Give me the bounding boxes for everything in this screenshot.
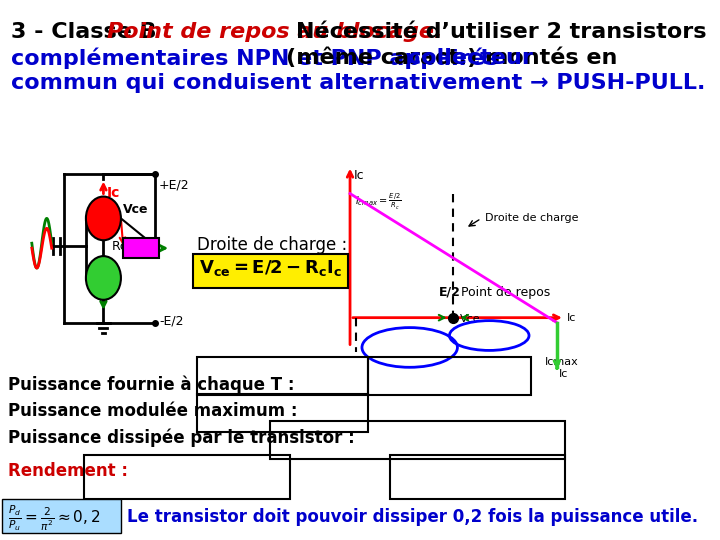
Bar <box>369 357 531 395</box>
Bar <box>197 394 369 432</box>
Text: Droite de charge :: Droite de charge : <box>197 237 348 254</box>
Text: Vce: Vce <box>122 204 148 217</box>
Text: Icmax: Icmax <box>545 357 579 367</box>
Text: Nécessité d’utiliser 2 transistors: Nécessité d’utiliser 2 transistors <box>296 22 706 42</box>
Text: Puissance fournie à chaque T :: Puissance fournie à chaque T : <box>8 375 294 394</box>
Text: Ic: Ic <box>559 369 568 379</box>
Bar <box>84 455 290 500</box>
Text: $I_{cmax}= \frac{E/2}{R_c}$: $I_{cmax}= \frac{E/2}{R_c}$ <box>355 192 401 212</box>
Text: +E/2: +E/2 <box>159 179 190 192</box>
Text: $\mathbf{V_{ce} = E/2 - R_c I_c}$: $\mathbf{V_{ce} = E/2 - R_c I_c}$ <box>199 258 342 278</box>
Text: Ic: Ic <box>567 313 576 323</box>
Bar <box>123 238 159 258</box>
FancyBboxPatch shape <box>2 500 121 533</box>
Text: (même caract.) montés en: (même caract.) montés en <box>287 48 618 68</box>
Text: Point de repos: Point de repos <box>462 286 551 299</box>
Text: Ic: Ic <box>107 186 120 200</box>
Text: Rendement :: Rendement : <box>8 462 128 480</box>
Bar <box>197 357 369 395</box>
Circle shape <box>86 256 121 300</box>
FancyBboxPatch shape <box>193 254 348 288</box>
Text: commun qui conduisent alternativement → PUSH-PULL.: commun qui conduisent alternativement → … <box>11 73 706 93</box>
Text: Le transistor doit pouvoir dissiper 0,2 fois la puissance utile.: Le transistor doit pouvoir dissiper 0,2 … <box>127 508 698 526</box>
Text: Droite de charge: Droite de charge <box>485 213 579 224</box>
Text: Ic: Ic <box>354 169 364 182</box>
Text: Point de repos au blocage.: Point de repos au blocage. <box>107 22 443 42</box>
Text: collecteur: collecteur <box>408 48 533 68</box>
Bar <box>390 455 564 500</box>
Text: $\frac{P_d}{P_u} = \frac{2}{\pi^2} \approx 0,2$: $\frac{P_d}{P_u} = \frac{2}{\pi^2} \appr… <box>8 503 100 532</box>
Text: Puissance dissipée par le transistor :: Puissance dissipée par le transistor : <box>8 429 355 447</box>
Text: Rc: Rc <box>112 240 127 253</box>
Text: -E/2: -E/2 <box>159 315 184 328</box>
Text: E/2: E/2 <box>439 286 461 299</box>
Circle shape <box>86 197 121 240</box>
Text: complémentaires NPN et PNP appairés: complémentaires NPN et PNP appairés <box>11 48 498 69</box>
Bar <box>271 421 564 458</box>
Text: Puissance modulée maximum :: Puissance modulée maximum : <box>8 402 297 420</box>
Text: 3 - Classe B: 3 - Classe B <box>11 22 157 42</box>
Text: Vce: Vce <box>460 314 480 323</box>
